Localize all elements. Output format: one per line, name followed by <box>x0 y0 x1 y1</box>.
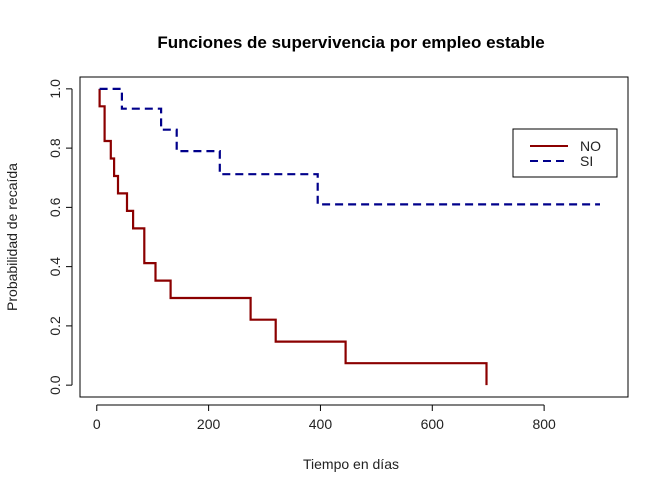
chart-title: Funciones de supervivencia por empleo es… <box>157 33 544 52</box>
series-layer <box>98 87 600 386</box>
legend-label-si: SI <box>580 153 593 169</box>
y-axis-label: Probabilidad de recaída <box>4 163 20 311</box>
legend-box <box>512 128 618 178</box>
x-tick-label: 0 <box>93 416 101 432</box>
y-tick-label: 0.2 <box>47 316 63 336</box>
series-line-no <box>98 88 488 386</box>
x-axis-label: Tiempo en días <box>303 456 399 472</box>
y-tick-label: 0.4 <box>47 257 63 277</box>
y-axis: 0.0 0.2 0.4 0.6 0.8 1.0 <box>47 79 73 395</box>
y-tick-label: 0.8 <box>47 138 63 158</box>
y-tick-label: 1.0 <box>47 79 63 99</box>
plot-frame <box>79 76 629 398</box>
x-tick-label: 400 <box>309 416 333 432</box>
y-tick-label: 0.0 <box>47 375 63 395</box>
x-tick-label: 200 <box>197 416 221 432</box>
legend-label-no: NO <box>580 138 601 154</box>
x-tick-label: 600 <box>421 416 445 432</box>
y-tick-label: 0.6 <box>47 197 63 217</box>
x-axis: 0 200 400 600 800 <box>93 404 556 432</box>
x-tick-label: 800 <box>532 416 556 432</box>
legend: NO SI <box>512 128 618 178</box>
